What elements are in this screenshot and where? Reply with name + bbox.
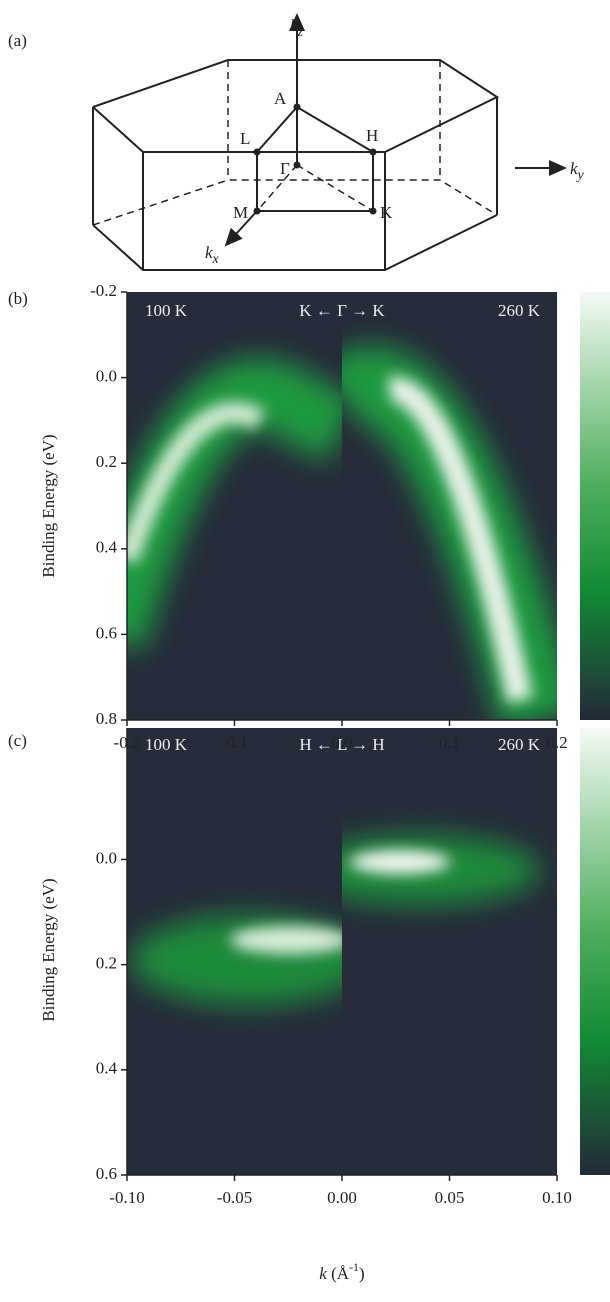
x-tick-label: -0.10 (109, 1188, 144, 1207)
point-label: K (380, 203, 393, 222)
x-axis-label: k (Å-1) (319, 1260, 364, 1283)
panel-label: (c) (8, 731, 27, 750)
panel-label: (a) (8, 31, 27, 50)
y-tick-label: 0.8 (96, 709, 117, 728)
annotation: 100 K (145, 735, 188, 754)
point-label: H (366, 126, 378, 145)
x-tick-label: 0.0 (331, 733, 352, 752)
x-tick-label: -0.05 (217, 1188, 252, 1207)
y-axis-label: Binding Energy (eV) (39, 434, 58, 577)
axis-label: kx (205, 243, 220, 267)
x-tick-label: 0.1 (439, 733, 460, 752)
y-tick-label: 0.4 (96, 1059, 118, 1078)
intensity-map (110, 292, 610, 1175)
point-label: Γ (280, 159, 290, 178)
annotation: 260 K (498, 735, 541, 754)
y-tick-label: 0.6 (96, 623, 117, 642)
x-tick-label: 0.10 (542, 1188, 572, 1207)
annotation: 260 K (498, 301, 541, 320)
point-label: L (240, 129, 250, 148)
x-tick-label: 0.2 (546, 733, 567, 752)
axis-label: ky (570, 159, 585, 183)
y-axis-label: Binding Energy (eV) (39, 878, 58, 1021)
panel-label: (b) (8, 289, 28, 308)
x-tick-label: 0.05 (435, 1188, 465, 1207)
annotation: 100 K (145, 301, 188, 320)
x-tick-label: 0.00 (327, 1188, 357, 1207)
axis-label: kz (290, 16, 304, 40)
y-tick-label: 0.2 (96, 452, 117, 471)
x-tick-label: -0.1 (221, 733, 248, 752)
y-tick-label: 0.6 (96, 1164, 117, 1183)
brillouin-zone: (a) kz ky kx A L H Γ M K (8, 15, 585, 270)
y-tick-label: 0.4 (96, 538, 118, 557)
y-tick-label: 0.0 (96, 848, 117, 867)
annotation: K ← Γ → K (299, 301, 385, 320)
figure: (a) kz ky kx A L H Γ M K 100 K K ← Γ → K… (0, 0, 610, 1302)
point-label: M (233, 203, 248, 222)
y-tick-label: -0.2 (90, 281, 117, 300)
y-tick-label: 0.2 (96, 954, 117, 973)
y-tick-label: 0.0 (96, 367, 117, 386)
point-label: A (274, 89, 287, 108)
